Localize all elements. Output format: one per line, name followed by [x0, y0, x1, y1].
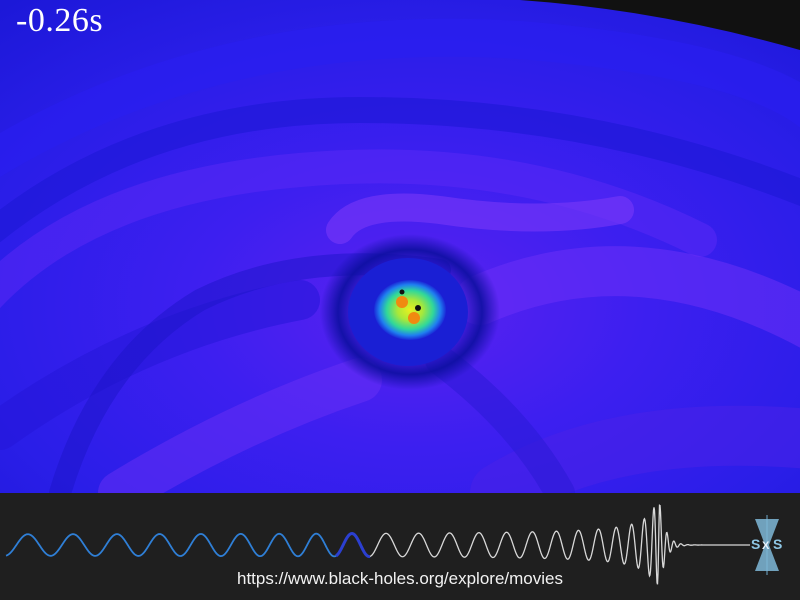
sxs-logo-icon: S X S: [751, 515, 782, 575]
black-hole-b: [415, 305, 421, 311]
waveform-future: [369, 504, 750, 585]
waveform-plot: S X S: [5, 504, 782, 585]
waveform-current: [335, 532, 371, 559]
simulation-scene: [0, 0, 800, 493]
time-label: -0.26s: [16, 2, 104, 39]
source-url: https://www.black-holes.org/explore/movi…: [237, 569, 563, 588]
merger-core: [374, 280, 446, 340]
black-hole-glow-a: [396, 296, 408, 308]
scene-corner-shadow: [520, 0, 800, 50]
svg-text:X: X: [762, 540, 770, 552]
svg-text:S: S: [773, 536, 782, 552]
waveform-past: [5, 532, 337, 558]
black-hole-a: [399, 289, 405, 295]
svg-text:S: S: [751, 536, 760, 552]
waveform-strip: S X S: [0, 493, 800, 600]
black-hole-glow-b: [408, 312, 420, 324]
